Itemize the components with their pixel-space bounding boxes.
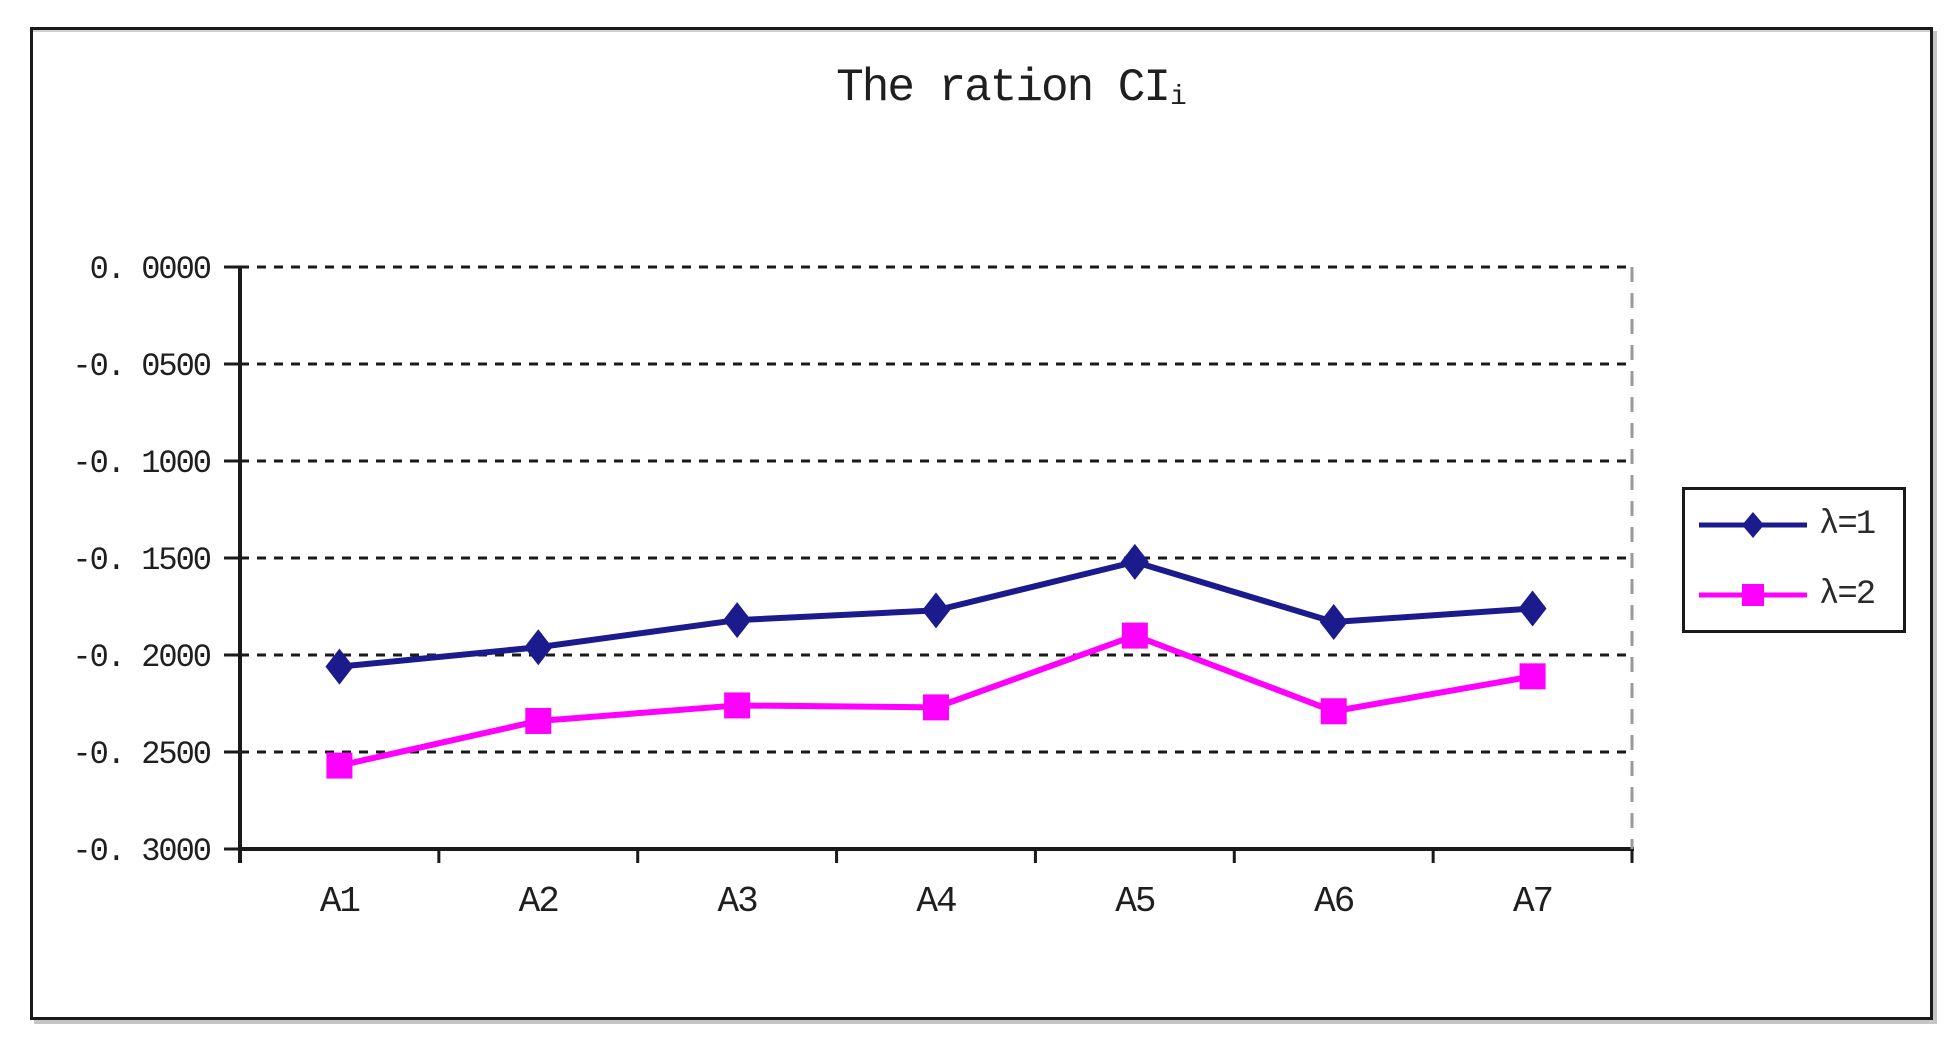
chart-title: The ration CIi [610,62,1410,114]
chart-title-text: The ration CI [836,62,1171,114]
data-point-diamond [922,592,950,629]
data-point-diamond [1518,590,1547,627]
y-axis-tick-label: -0. 2500 [72,736,210,773]
x-axis-category-label: A1 [320,881,360,922]
x-axis-category-label: A5 [1115,881,1155,922]
legend-marker-square-icon [1699,584,1807,606]
data-point-square [525,707,552,734]
figure-border [30,27,1933,1020]
legend: λ=1 λ=2 [1682,487,1906,633]
y-axis-tick-label: -0. 3000 [72,833,210,870]
data-point-diamond [723,602,752,639]
data-point-square [923,694,949,721]
data-point-square [1519,663,1546,690]
legend-item: λ=1 [1697,505,1903,545]
legend-label: λ=2 [1819,576,1876,614]
x-axis-category-label: A4 [916,881,956,922]
y-axis-tick-label: -0. 2000 [72,639,210,676]
data-point-square [1121,622,1148,649]
x-axis-category-label: A3 [718,881,758,922]
legend-item: λ=2 [1697,575,1903,615]
legend-label: λ=1 [1819,506,1876,544]
data-point-diamond [1319,604,1348,641]
data-point-square [724,692,751,719]
data-point-square [1320,698,1347,725]
x-axis-category-label: A6 [1314,881,1354,922]
x-axis-category-label: A7 [1513,881,1552,922]
y-axis-tick-label: -0. 1500 [72,542,210,579]
chart-title-subscript: i [1170,82,1187,113]
y-axis-tick-label: -0. 1000 [72,445,210,482]
y-axis-tick-label: 0. 0000 [90,251,211,288]
x-axis-category-label: A2 [519,881,559,922]
data-point-diamond [325,648,354,685]
y-axis-tick-label: -0. 0500 [72,348,210,385]
legend-marker-diamond-icon [1699,512,1807,538]
data-point-diamond [524,629,553,666]
data-point-diamond [1120,543,1149,580]
data-point-square [326,752,353,779]
